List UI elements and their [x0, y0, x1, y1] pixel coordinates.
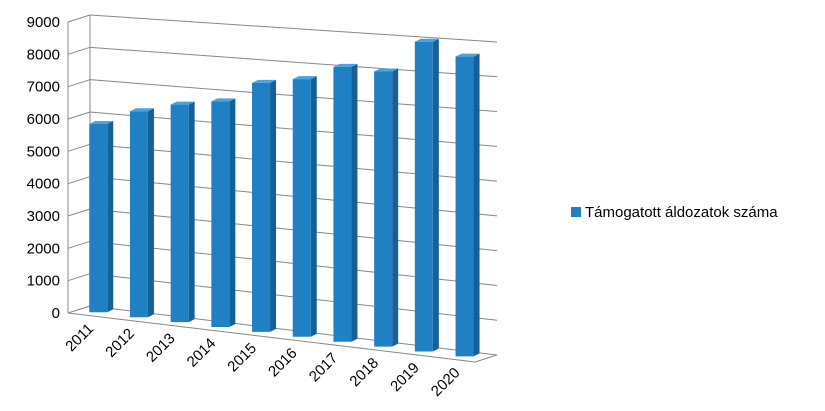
y-tick-label: 8000 — [27, 46, 60, 63]
bar — [252, 79, 277, 332]
bar-side — [432, 38, 439, 352]
bar-side — [270, 79, 277, 332]
bar — [292, 76, 317, 337]
y-tick-label: 3000 — [27, 208, 60, 225]
bar — [89, 121, 114, 313]
y-tick-label: 0 — [52, 305, 60, 322]
bar-front — [170, 104, 189, 323]
bar-top — [455, 53, 480, 57]
bar — [129, 108, 154, 318]
bar — [374, 68, 399, 347]
bar-side — [351, 63, 358, 342]
y-tick-label: 7000 — [27, 79, 60, 96]
gridline — [89, 14, 498, 43]
y-tick-label: 4000 — [27, 176, 60, 193]
gridline-depth — [67, 143, 91, 152]
bar-top — [211, 98, 236, 102]
x-tick-label: 2020 — [428, 364, 464, 400]
bar-top — [170, 101, 195, 105]
gridline-depth — [67, 176, 91, 185]
bar-top — [252, 79, 277, 83]
bar-top — [414, 38, 439, 42]
y-tick-labels: 0 1000 2000 3000 4000 5000 6000 7000 8000 9000 — [27, 14, 60, 322]
x-axis-line — [67, 312, 476, 363]
legend: Támogatott áldozatok száma — [571, 204, 778, 221]
gridline-depth — [67, 46, 91, 55]
bar-top — [333, 63, 358, 67]
bar-front — [374, 71, 393, 347]
bar-top — [129, 108, 154, 112]
bar-side — [229, 98, 236, 327]
x-axis-end-line — [474, 354, 498, 363]
gridline-depth — [67, 14, 91, 23]
bar — [333, 63, 358, 342]
bars — [89, 38, 480, 357]
bar-side — [107, 121, 114, 313]
gridline-depth — [67, 79, 91, 88]
bar-top — [89, 121, 114, 125]
x-tick-label: 2011 — [62, 320, 97, 355]
x-tick-labels: 2011 2012 2013 2014 2015 2016 2017 2018 2019 2020 — [62, 320, 463, 400]
x-tick-label: 2018 — [346, 355, 382, 391]
gridline-depth — [67, 111, 91, 120]
y-tick-label: 2000 — [27, 240, 60, 257]
x-tick-label: 2017 — [306, 350, 342, 386]
bar-front — [455, 56, 474, 357]
y-tick-label: 9000 — [27, 14, 60, 31]
bar-front — [414, 41, 433, 352]
x-tick-label: 2012 — [102, 325, 138, 361]
bar — [414, 38, 439, 352]
x-tick-label: 2014 — [184, 335, 220, 371]
bar — [170, 101, 195, 323]
bar-side — [473, 53, 480, 357]
x-tick-label: 2016 — [265, 345, 301, 381]
gridline-depth — [67, 240, 91, 249]
y-tick-label: 1000 — [27, 273, 60, 290]
bar-side — [188, 101, 195, 323]
bar-side — [392, 68, 399, 347]
bar-front — [129, 111, 148, 318]
bar-front — [89, 124, 108, 313]
bar — [211, 98, 236, 327]
bar-side — [310, 76, 317, 337]
x-tick-label: 2015 — [224, 340, 260, 376]
x-tick-label: 2019 — [387, 359, 423, 395]
gridline-depth — [67, 208, 91, 217]
bar-front — [333, 66, 352, 342]
bar-side — [147, 108, 154, 318]
legend-swatch — [571, 207, 581, 217]
legend-label: Támogatott áldozatok száma — [585, 204, 778, 221]
bar-front — [211, 101, 230, 327]
bar-top — [374, 68, 399, 72]
bar-front — [252, 82, 271, 332]
bar — [455, 53, 480, 357]
x-tick-label: 2013 — [143, 330, 179, 366]
y-tick-label: 6000 — [27, 111, 60, 128]
y-tick-label: 5000 — [27, 143, 60, 160]
gridline-depth — [67, 305, 91, 314]
gridline-depth — [67, 273, 91, 282]
bar-front — [292, 79, 311, 337]
bar-top — [292, 76, 317, 80]
